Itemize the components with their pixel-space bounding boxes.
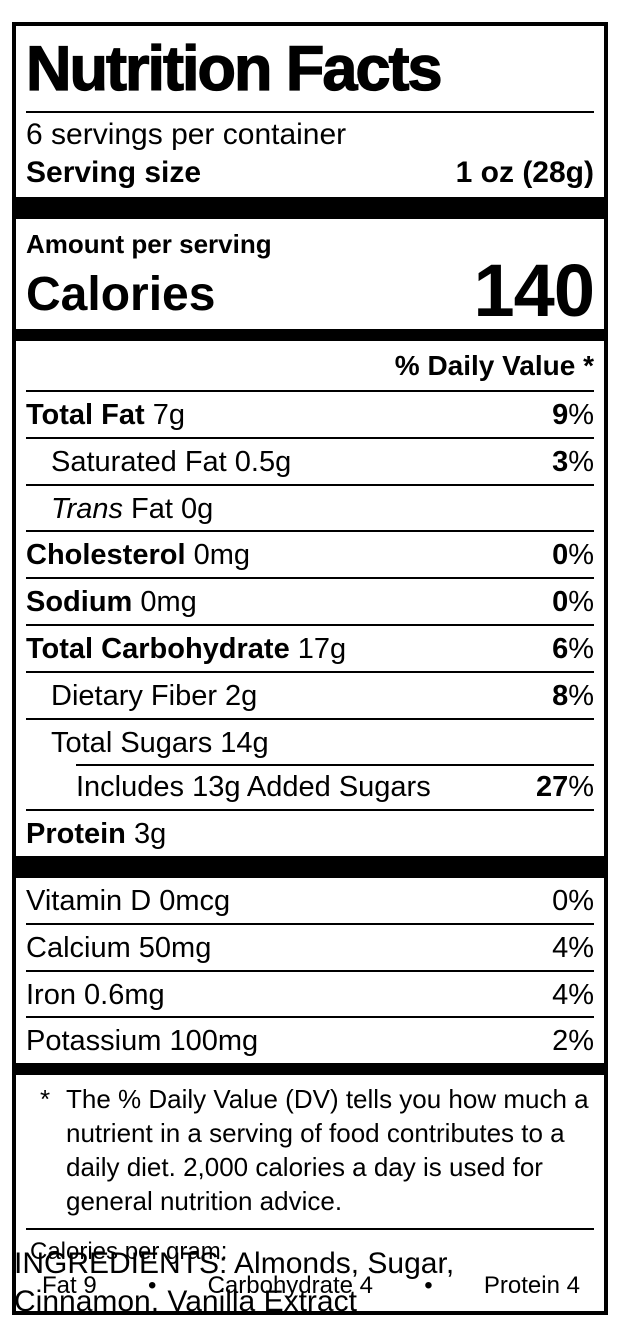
nutrient-name: Total Carbohydrate 17g: [26, 633, 347, 666]
vitamin-name: Calcium 50mg: [26, 931, 212, 964]
nutrient-row-7: Total Sugars 14g: [26, 717, 594, 765]
ingredients-statement: INGREDIENTS: Almonds, Sugar, Cinnamon, V…: [14, 1247, 455, 1318]
nutrient-name: Includes 13g Added Sugars: [76, 771, 431, 804]
nutrient-row-9: Protein 3g: [26, 809, 594, 856]
section-bar-thick: [16, 197, 604, 219]
nutrient-name: Cholesterol 0mg: [26, 539, 251, 572]
nutrient-row-2: Trans Fat 0g: [26, 483, 594, 531]
nutrient-name: Dietary Fiber 2g: [51, 679, 258, 712]
section-bar-protein: [16, 856, 604, 879]
amount-per-serving: Amount per serving: [26, 229, 272, 259]
servings-per-container: 6 servings per container: [26, 118, 347, 151]
cpg-bullet: •: [147, 1271, 157, 1299]
nutrient-percent: 0%: [552, 539, 594, 572]
nutrient-percent: 6%: [552, 633, 594, 666]
nutrient-percent: 9%: [552, 399, 594, 432]
vitamin-percent: 4%: [552, 978, 594, 1011]
nutrition-facts-label: Nutrition Facts 6 servings per container…: [12, 22, 608, 1315]
calories-row: Calories 140: [16, 249, 604, 333]
vitamin-percent: 4%: [552, 931, 594, 964]
cpg-bullet: •: [424, 1271, 433, 1299]
vitamin-row-2: Iron 0.6mg 4%: [26, 969, 594, 1017]
serving-size-value: 1 oz (28g): [455, 155, 594, 189]
footnote-asterisk: *: [40, 1084, 51, 1115]
nutrient-row-8: Includes 13g Added Sugars 27%: [26, 764, 594, 809]
calories-per-gram-label: Calories per gram:: [30, 1238, 228, 1266]
vitamin-row-3: Potassium 100mg 2%: [26, 1016, 594, 1063]
vitamin-row-1: Calcium 50mg 4%: [26, 922, 594, 970]
calories-per-gram: Calories per gram: Fat 9 • Carbohydrate 4 •…: [16, 1230, 604, 1310]
cpg-item-2: Protein 4: [483, 1271, 580, 1299]
nutrient-name: Saturated Fat 0.5g: [51, 445, 292, 478]
nutrient-name: Trans Fat 0g: [51, 492, 214, 525]
nutrient-percent: 27%: [535, 771, 594, 804]
nutrient-row-1: Saturated Fat 0.5g 3%: [26, 436, 594, 484]
calories-label: Calories: [26, 268, 216, 322]
calories-value: 140: [473, 249, 595, 333]
serving-size-label: Serving size: [26, 155, 202, 189]
nutrient-name: Total Fat 7g: [26, 399, 186, 432]
daily-value-header-wrap: % Daily Value *: [26, 341, 594, 393]
section-bar-calories: [16, 329, 604, 342]
serving-size-row: Serving size 1 oz (28g): [16, 154, 604, 198]
nutrient-row-0: Total Fat 7g 9%: [26, 392, 594, 437]
vitamin-percent: 2%: [552, 1025, 594, 1058]
nutrient-name: Sodium 0mg: [26, 586, 197, 619]
cpg-item-1: Carbohydrate 4: [207, 1271, 374, 1299]
daily-value-header: % Daily Value *: [394, 350, 594, 382]
section-bar-vitamins: [16, 1063, 604, 1076]
nutrient-row-5: Total Carbohydrate 17g 6%: [26, 624, 594, 671]
title-divider: [26, 111, 594, 113]
vitamin-percent: 0%: [552, 885, 594, 918]
nutrient-percent: 0%: [552, 586, 594, 619]
nutrient-percent: 3%: [552, 445, 594, 478]
vitamin-rows: Vitamin D 0mcg 0% Calcium 50mg 4% Iron 0.6mg…: [26, 878, 594, 1063]
vitamin-name: Vitamin D 0mcg: [26, 885, 231, 918]
nutrient-percent: 8%: [552, 679, 594, 712]
nutrient-row-4: Sodium 0mg 0%: [26, 577, 594, 624]
calories-per-gram-values: Fat 9 • Carbohydrate 4 • Protein 4: [30, 1268, 594, 1301]
nutrient-row-3: Cholesterol 0mg 0%: [26, 530, 594, 577]
nutrient-rows: Total Fat 7g 9% Saturated Fat 0.5g 3% Trans …: [26, 392, 594, 856]
vitamin-name: Potassium 100mg: [26, 1025, 259, 1058]
vitamin-row-0: Vitamin D 0mcg 0%: [26, 878, 594, 923]
nutrient-name: Total Sugars 14g: [51, 726, 269, 759]
footnote-divider: [26, 1228, 594, 1231]
nutrient-name: Protein 3g: [26, 818, 167, 851]
daily-value-footnote: * The % Daily Value (DV) tells you how m…: [16, 1075, 604, 1228]
cpg-item-0: Fat 9: [42, 1271, 97, 1299]
footnote-text: The % Daily Value (DV) tells you how muc…: [66, 1084, 589, 1216]
label-title: Nutrition Facts: [25, 34, 443, 104]
vitamin-name: Iron 0.6mg: [26, 978, 165, 1011]
nutrient-row-6: Dietary Fiber 2g 8%: [26, 670, 594, 718]
